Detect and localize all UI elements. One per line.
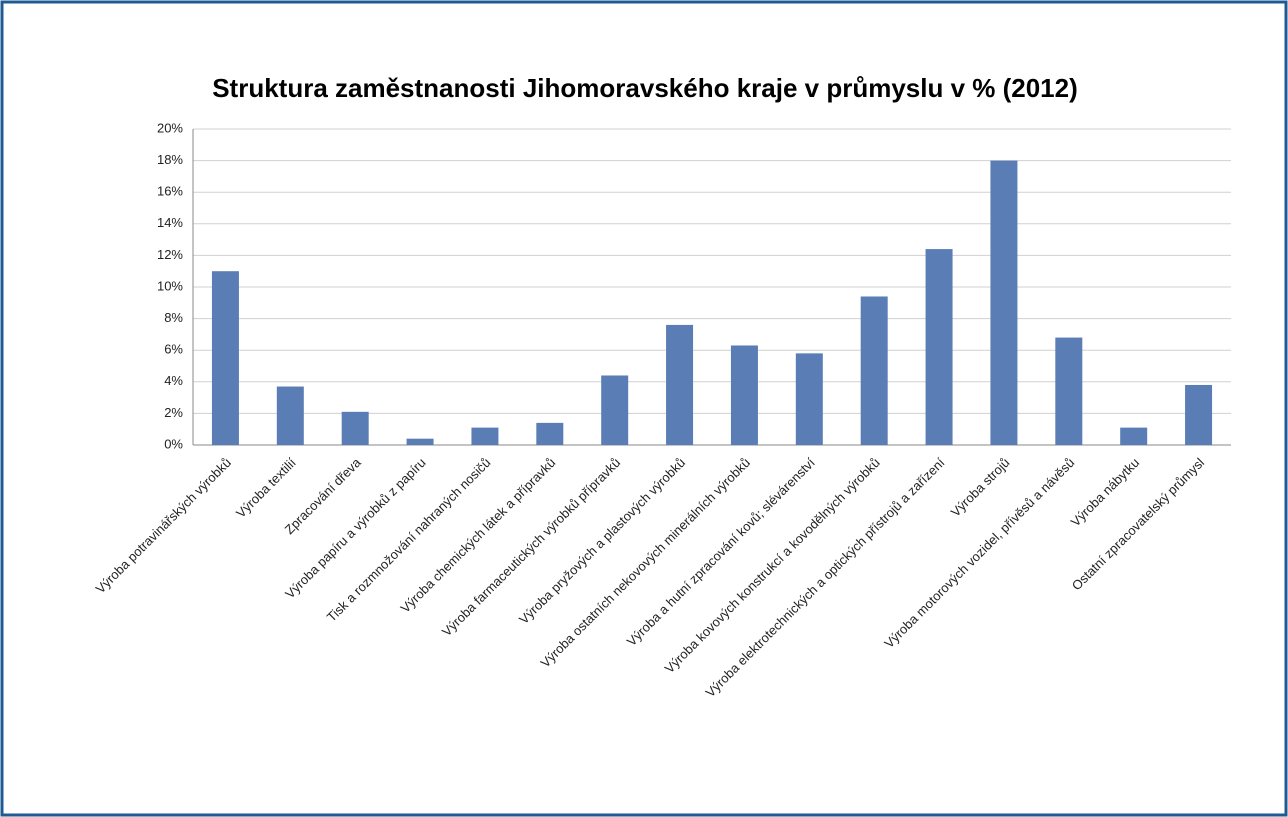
bar [1185,384,1213,445]
bar [990,160,1018,445]
y-tick-label: 0% [164,436,183,451]
y-tick-label: 6% [164,342,183,357]
y-tick-label: 8% [164,310,183,325]
bar [1120,427,1148,445]
bar [730,345,758,445]
chart-title: Struktura zaměstnanosti Jihomoravského k… [212,73,1078,103]
y-tick-label: 4% [164,373,183,388]
bar [341,411,369,445]
bar [471,427,499,445]
bar [925,249,953,445]
bar [406,438,434,445]
y-tick-label: 10% [157,278,183,293]
bar [666,324,694,445]
bar [795,353,823,445]
y-tick-label: 12% [157,247,183,262]
y-tick-label: 14% [157,215,183,230]
bar [601,375,629,445]
bar [276,386,304,445]
bar [211,271,239,445]
y-tick-label: 18% [157,152,183,167]
bar [536,422,564,445]
y-tick-label: 2% [164,405,183,420]
y-tick-label: 16% [157,184,183,199]
bar [860,296,888,445]
y-tick-label: 20% [157,120,183,135]
bar [1055,337,1083,445]
